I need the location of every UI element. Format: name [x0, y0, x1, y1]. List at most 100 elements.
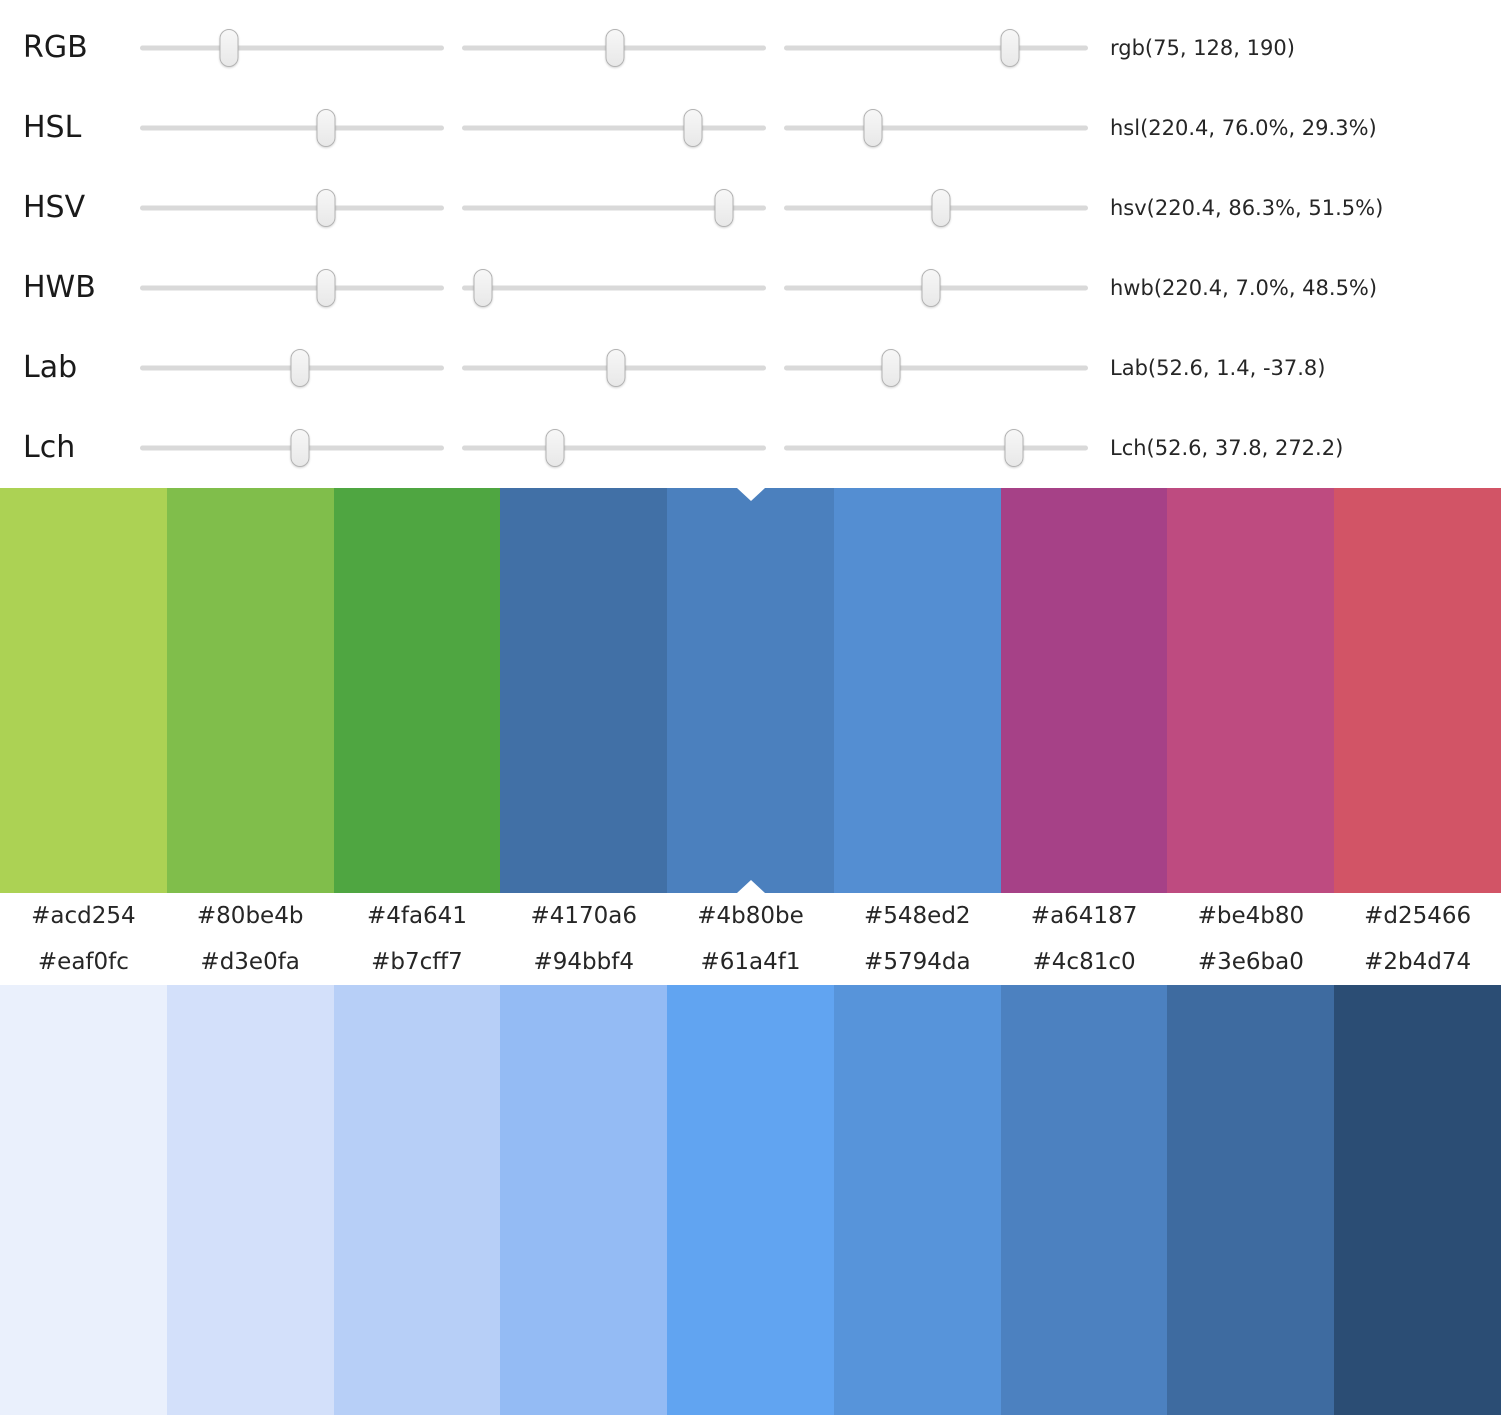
slider-row-hsl: HSL hsl(220.4, 76.0%, 29.3%): [0, 88, 1501, 168]
lch-h-slider[interactable]: [784, 426, 1088, 470]
palette-swatch[interactable]: [1000, 985, 1168, 1415]
palette-swatch[interactable]: [333, 488, 501, 893]
palette-swatch[interactable]: [1000, 488, 1168, 893]
slider-track[interactable]: [784, 45, 1088, 51]
palette-swatch[interactable]: [833, 985, 1001, 1415]
hsv-h-slider[interactable]: [140, 186, 444, 230]
palette-swatch[interactable]: [0, 488, 167, 893]
slider-track[interactable]: [784, 365, 1088, 371]
slider-row-lab: Lab Lab(52.6, 1.4, -37.8): [0, 328, 1501, 408]
slider-track[interactable]: [462, 445, 766, 451]
colorspace-label: Lch: [23, 430, 76, 465]
palette-swatch[interactable]: [333, 985, 501, 1415]
lab-b-slider[interactable]: [784, 346, 1088, 390]
slider-handle[interactable]: [863, 109, 883, 147]
slider-track[interactable]: [462, 205, 766, 211]
slider-track[interactable]: [140, 45, 444, 51]
palette-swatch[interactable]: [166, 488, 334, 893]
hwb-w-slider[interactable]: [462, 266, 766, 310]
slider-handle[interactable]: [316, 269, 336, 307]
color-value-readout: Lab(52.6, 1.4, -37.8): [1110, 356, 1326, 380]
slider-handle[interactable]: [606, 349, 626, 387]
slider-group: [140, 266, 1088, 310]
colorspace-label: HSL: [23, 110, 82, 145]
slider-track[interactable]: [140, 125, 444, 131]
palette-swatch[interactable]: [1334, 488, 1501, 893]
slider-handle[interactable]: [605, 29, 625, 67]
palette-swatch[interactable]: [166, 985, 334, 1415]
selected-swatch-notch-icon: [736, 880, 765, 893]
slider-handle[interactable]: [219, 29, 239, 67]
palette-swatch[interactable]: [0, 985, 167, 1415]
hsl-s-slider[interactable]: [462, 106, 766, 150]
hex-label: #d25466: [1364, 903, 1472, 929]
hsv-s-slider[interactable]: [462, 186, 766, 230]
slider-group: [140, 26, 1088, 70]
palette-swatch[interactable]: [500, 488, 668, 893]
palette-swatch-selected[interactable]: [667, 488, 834, 893]
hex-label-row-top: #acd254 #80be4b #4fa641 #4170a6 #4b80be …: [0, 893, 1501, 939]
color-value-readout: hsv(220.4, 86.3%, 51.5%): [1110, 196, 1384, 220]
slider-handle[interactable]: [881, 349, 901, 387]
slider-handle[interactable]: [931, 189, 951, 227]
lab-l-slider[interactable]: [140, 346, 444, 390]
slider-handle[interactable]: [316, 109, 336, 147]
lch-l-slider[interactable]: [140, 426, 444, 470]
slider-row-lch: Lch Lch(52.6, 37.8, 272.2): [0, 408, 1501, 488]
colorspace-label: RGB: [23, 30, 88, 65]
hex-label: #be4b80: [1197, 903, 1305, 929]
slider-handle[interactable]: [1004, 429, 1024, 467]
palette-swatch[interactable]: [1334, 985, 1501, 1415]
slider-handle[interactable]: [473, 269, 493, 307]
hex-label: #acd254: [31, 903, 136, 929]
slider-handle[interactable]: [1000, 29, 1020, 67]
palette-swatch[interactable]: [500, 985, 668, 1415]
rgb-b-slider[interactable]: [784, 26, 1088, 70]
slider-track[interactable]: [784, 445, 1088, 451]
hex-label: #61a4f1: [700, 949, 801, 975]
selected-swatch-notch-icon: [736, 488, 765, 501]
slider-handle[interactable]: [290, 429, 310, 467]
slider-track[interactable]: [462, 285, 766, 291]
lch-c-slider[interactable]: [462, 426, 766, 470]
rgb-g-slider[interactable]: [462, 26, 766, 70]
hwb-b-slider[interactable]: [784, 266, 1088, 310]
hsl-h-slider[interactable]: [140, 106, 444, 150]
palette-swatch[interactable]: [1167, 985, 1335, 1415]
slider-handle[interactable]: [921, 269, 941, 307]
hex-label: #b7cff7: [371, 949, 463, 975]
palette-swatch[interactable]: [1167, 488, 1335, 893]
slider-group: [140, 426, 1088, 470]
slider-group: [140, 186, 1088, 230]
hex-label: #eaf0fc: [37, 949, 129, 975]
slider-track[interactable]: [140, 205, 444, 211]
slider-handle[interactable]: [290, 349, 310, 387]
palette-swatch[interactable]: [667, 985, 834, 1415]
colorspace-label: Lab: [23, 350, 78, 385]
slider-track[interactable]: [784, 125, 1088, 131]
slider-handle[interactable]: [545, 429, 565, 467]
slider-track[interactable]: [140, 285, 444, 291]
slider-row-hsv: HSV hsv(220.4, 86.3%, 51.5%): [0, 168, 1501, 248]
color-value-readout: Lch(52.6, 37.8, 272.2): [1110, 436, 1344, 460]
hex-label: #d3e0fa: [200, 949, 300, 975]
hex-label: #3e6ba0: [1197, 949, 1304, 975]
rgb-r-slider[interactable]: [140, 26, 444, 70]
color-value-readout: hsl(220.4, 76.0%, 29.3%): [1110, 116, 1377, 140]
hex-label: #4b80be: [697, 903, 804, 929]
hex-label: #4fa641: [366, 903, 467, 929]
slider-track[interactable]: [462, 125, 766, 131]
slider-handle[interactable]: [683, 109, 703, 147]
slider-handle[interactable]: [714, 189, 734, 227]
hwb-h-slider[interactable]: [140, 266, 444, 310]
lab-a-slider[interactable]: [462, 346, 766, 390]
color-value-readout: hwb(220.4, 7.0%, 48.5%): [1110, 276, 1378, 300]
palette-swatch[interactable]: [833, 488, 1001, 893]
hex-label: #94bbf4: [533, 949, 634, 975]
hsl-l-slider[interactable]: [784, 106, 1088, 150]
hex-label: #2b4d74: [1364, 949, 1472, 975]
colorspace-label: HSV: [23, 190, 86, 225]
hsv-v-slider[interactable]: [784, 186, 1088, 230]
slider-handle[interactable]: [316, 189, 336, 227]
hex-label: #80be4b: [196, 903, 304, 929]
